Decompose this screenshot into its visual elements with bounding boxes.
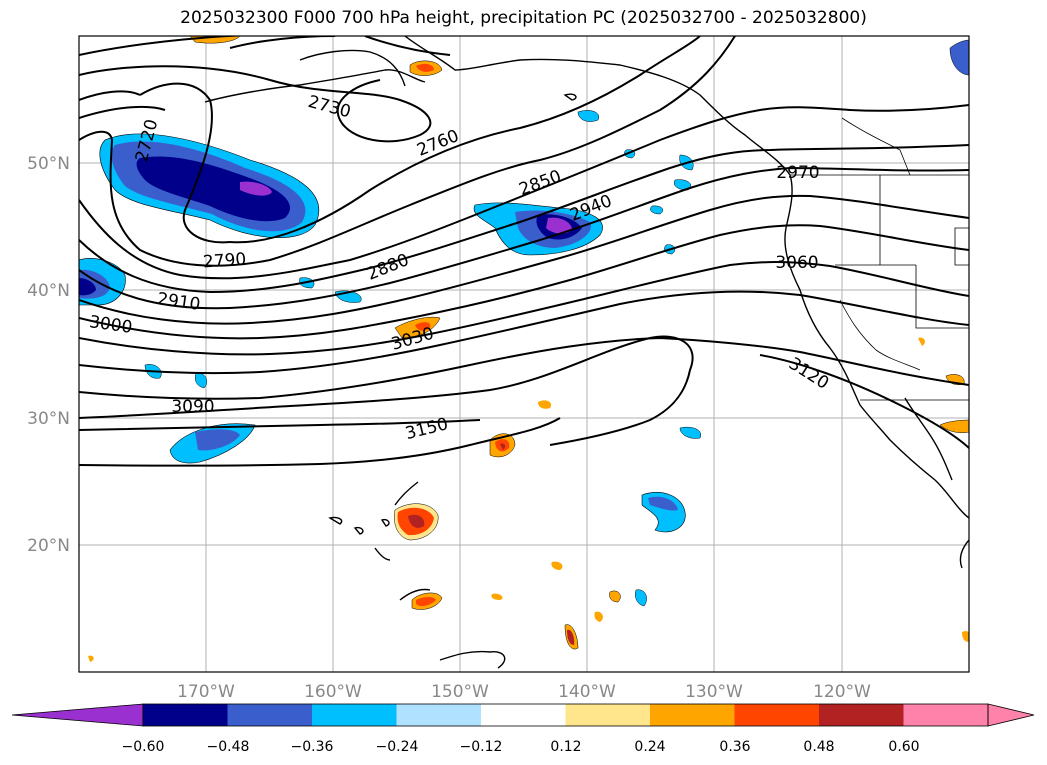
precip-positive-areas — [88, 36, 969, 662]
colorbar-extend-low — [11, 703, 144, 727]
colorbar-label: −0.24 — [376, 739, 419, 755]
colorbar-label: −0.60 — [122, 739, 165, 755]
colorbar-label: 0.24 — [634, 739, 665, 755]
map-frame — [78, 35, 970, 673]
lon-tick-120w: 120°W — [813, 682, 871, 702]
colorbar-segment — [565, 704, 651, 726]
colorbar-label: −0.36 — [291, 739, 334, 755]
height-contours — [79, 36, 969, 467]
lat-tick-40n: 40°N — [27, 281, 70, 301]
colorbar-segment — [481, 704, 566, 726]
coastlines — [204, 36, 969, 669]
colorbar-segment — [903, 704, 989, 726]
colorbar-label: 0.12 — [550, 739, 581, 755]
colorbar-outline — [142, 703, 989, 727]
colorbar-segment — [227, 704, 313, 726]
colorbar-extend-high — [987, 703, 1035, 727]
lat-tick-30n: 30°N — [27, 409, 70, 429]
map-title: 2025032300 F000 700 hPa height, precipit… — [180, 8, 867, 28]
colorbar-segment — [819, 704, 904, 726]
colorbar-label: 0.60 — [888, 739, 919, 755]
colorbar-label: 0.48 — [803, 739, 834, 755]
lon-tick-140w: 140°W — [558, 682, 616, 702]
colorbar-label: 0.36 — [719, 739, 750, 755]
lat-tick-labels: 50°N 40°N 30°N 20°N — [27, 154, 70, 556]
contour-label-3090: 3090 — [171, 397, 214, 417]
lon-tick-160w: 160°W — [304, 682, 362, 702]
precip-negative-areas — [79, 39, 969, 607]
colorbar-labels: −0.60 −0.48 −0.36 −0.24 −0.12 0.12 0.24 … — [122, 739, 920, 755]
colorbar-label: −0.12 — [460, 739, 503, 755]
contour-label-3060: 3060 — [775, 253, 818, 273]
lon-tick-130w: 130°W — [685, 682, 743, 702]
colorbar-segment — [650, 704, 735, 726]
colorbar-label: −0.48 — [207, 739, 250, 755]
lat-tick-20n: 20°N — [27, 536, 70, 556]
lon-tick-labels: 170°W 160°W 150°W 140°W 130°W 120°W — [177, 682, 871, 702]
colorbar-segment — [143, 704, 228, 726]
country-borders — [790, 117, 969, 401]
contour-label-2790: 2790 — [202, 250, 247, 273]
colorbar-segment — [396, 704, 482, 726]
colorbar-segment — [312, 704, 397, 726]
lon-tick-150w: 150°W — [431, 682, 489, 702]
lon-tick-170w: 170°W — [177, 682, 235, 702]
colorbar-segment — [734, 704, 820, 726]
colorbar — [11, 703, 1035, 727]
lat-tick-50n: 50°N — [27, 154, 70, 174]
contour-label-2970: 2970 — [776, 163, 819, 183]
